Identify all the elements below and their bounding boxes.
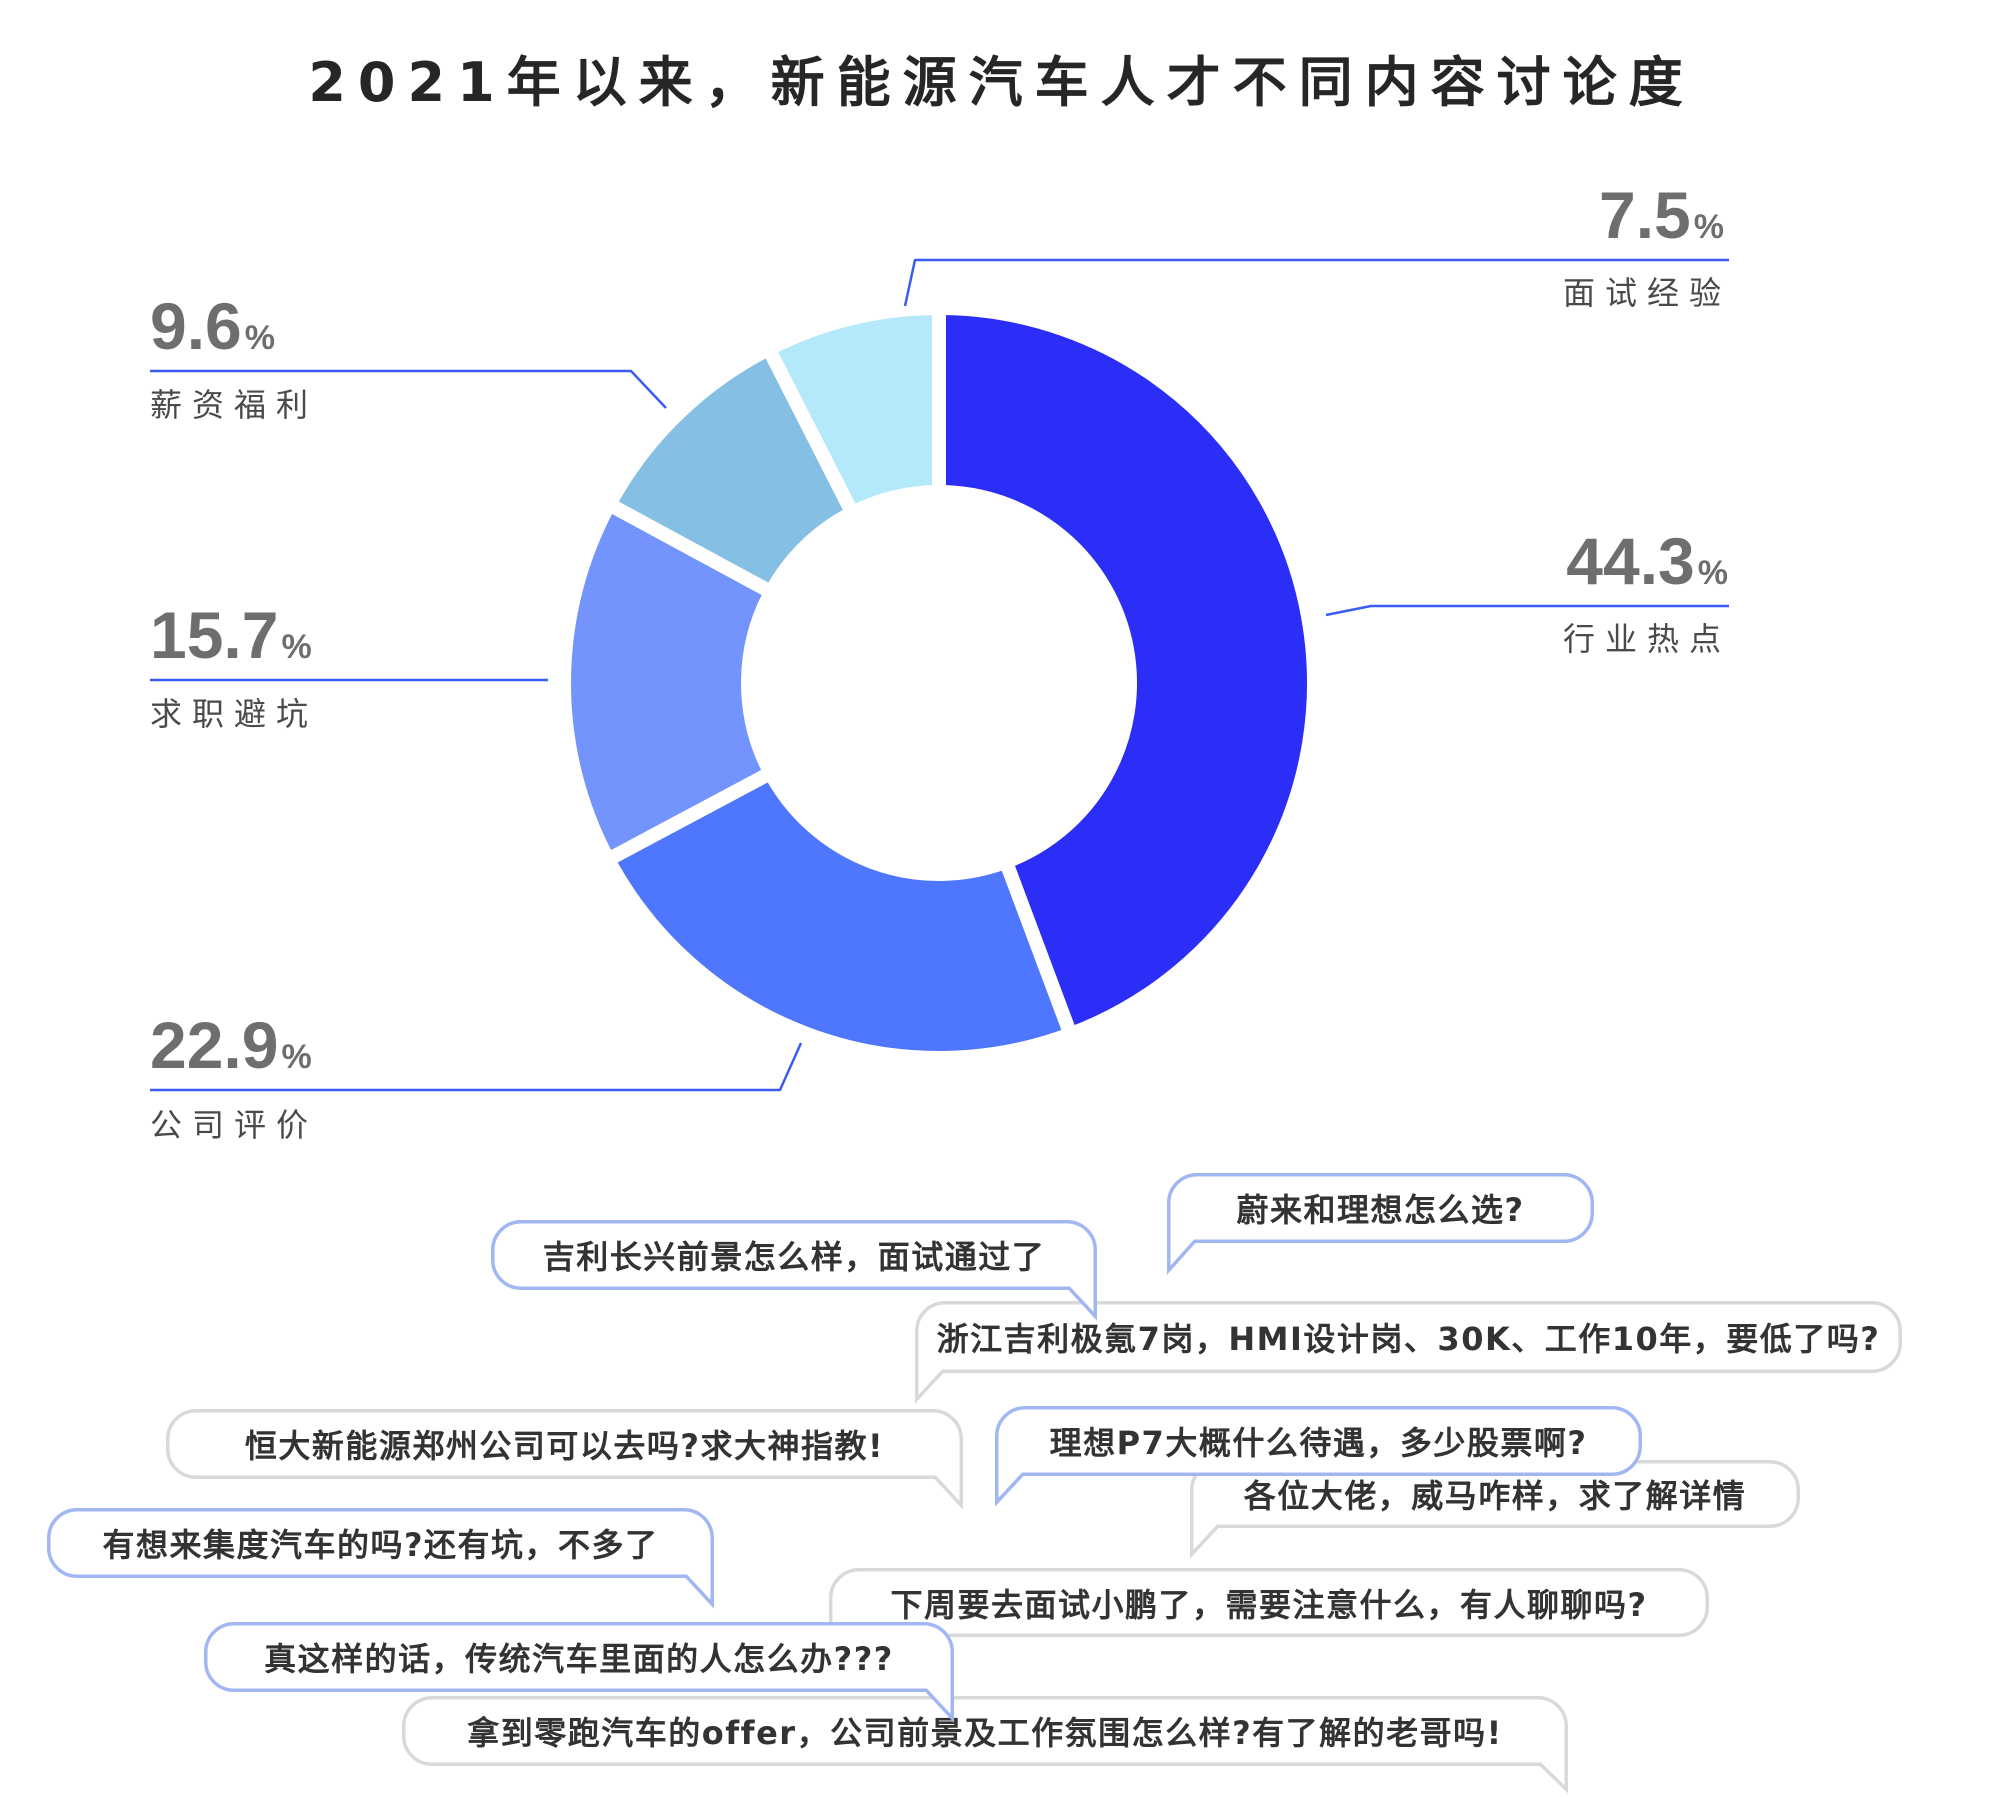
comment-text: 理想P7大概什么待遇，多少股票啊?	[1049, 1424, 1588, 1462]
category-label: 面试经验	[1563, 274, 1731, 312]
unit-label: %	[245, 319, 275, 357]
data-label: 22.9%	[150, 1008, 312, 1082]
comment-bubble: 下周要去面试小鹏了，需要注意什么，有人聊聊吗?	[829, 1568, 1709, 1668]
donut-slices	[557, 300, 1321, 1065]
bubble-outline	[47, 1508, 714, 1609]
bubble-outline	[204, 1622, 954, 1723]
slice-label-industry-hotspots: 44.3% 行业热点	[1563, 524, 1731, 658]
donut-slice-job-pitfalls	[557, 494, 781, 869]
comment-bubble: 吉利长兴前景怎么样，面试通过了	[491, 1220, 1097, 1321]
bubble-outline	[829, 1568, 1709, 1668]
data-label: 44.3%	[1566, 524, 1728, 598]
data-label: 7.5%	[1599, 178, 1724, 252]
unit-label: %	[1698, 554, 1728, 592]
comment-bubble: 恒大新能源郑州公司可以去吗?求大神指教!	[166, 1409, 963, 1510]
comment-text: 拿到零跑汽车的offer，公司前景及工作氛围怎么样?有了解的老哥吗!	[467, 1714, 1503, 1752]
category-label: 行业热点	[1563, 620, 1731, 658]
comment-bubble: 真这样的话，传统汽车里面的人怎么办???	[204, 1622, 954, 1723]
leader-line-salary-benefits	[150, 369, 667, 409]
bubble-outline	[402, 1696, 1568, 1794]
comment-bubble: 拿到零跑汽车的offer，公司前景及工作氛围怎么样?有了解的老哥吗!	[402, 1696, 1568, 1794]
comment-text: 浙江吉利极氪7岗，HMI设计岗、30K、工作10年，要低了吗?	[936, 1320, 1881, 1358]
comment-bubble: 理想P7大概什么待遇，多少股票啊?	[995, 1406, 1642, 1507]
chart-title: 2021年以来，新能源汽车人才不同内容讨论度	[308, 51, 1695, 114]
leader-line-interview-experience	[903, 258, 1729, 307]
unit-label: %	[1694, 208, 1724, 246]
donut-slice-company-review	[598, 763, 1080, 1065]
comment-text: 真这样的话，传统汽车里面的人怎么办???	[264, 1640, 894, 1678]
leader-line-industry-hotspots	[1325, 604, 1729, 617]
value-label: 9.6	[150, 289, 242, 363]
bubble-outline	[491, 1220, 1097, 1321]
leader-line-company-review	[150, 1042, 803, 1092]
comment-text: 吉利长兴前景怎么样，面试通过了	[542, 1238, 1046, 1276]
comment-bubble: 有想来集度汽车的吗?还有坑，不多了	[47, 1508, 714, 1609]
category-label: 公司评价	[150, 1106, 318, 1144]
bubble-outline	[166, 1409, 963, 1510]
unit-label: %	[281, 1038, 311, 1076]
donut-slice-industry-hotspots	[932, 300, 1321, 1044]
comment-text: 下周要去面试小鹏了，需要注意什么，有人聊聊吗?	[890, 1585, 1648, 1624]
value-label: 15.7	[150, 598, 278, 672]
slice-label-company-review: 22.9% 公司评价	[150, 1008, 318, 1144]
comment-text: 有想来集度汽车的吗?还有坑，不多了	[102, 1526, 659, 1564]
category-label: 薪资福利	[150, 386, 318, 424]
value-label: 22.9	[150, 1008, 278, 1082]
data-label: 9.6%	[150, 289, 275, 363]
value-label: 44.3	[1566, 524, 1694, 598]
category-label: 求职避坑	[150, 695, 318, 733]
bubble-outline	[915, 1301, 1902, 1404]
slice-label-interview-experience: 7.5% 面试经验	[1563, 178, 1731, 312]
slice-label-salary-benefits: 9.6% 薪资福利	[150, 289, 318, 424]
slice-label-job-pitfalls: 15.7% 求职避坑	[150, 598, 318, 733]
value-label: 7.5	[1599, 178, 1691, 252]
donut-slice-interview-experience	[759, 300, 946, 523]
comment-bubble: 蔚来和理想怎么选?	[1167, 1173, 1594, 1275]
data-label: 15.7%	[150, 598, 312, 672]
comment-bubble: 浙江吉利极氪7岗，HMI设计岗、30K、工作10年，要低了吗?	[915, 1301, 1902, 1404]
comment-text: 恒大新能源郑州公司可以去吗?求大神指教!	[244, 1427, 885, 1465]
comment-text: 各位大佬，威马咋样，求了解详情	[1243, 1477, 1747, 1515]
bubble-outline	[995, 1406, 1642, 1507]
comment-text: 蔚来和理想怎么选?	[1236, 1191, 1525, 1229]
unit-label: %	[281, 628, 311, 666]
bubble-outline	[1167, 1173, 1594, 1275]
